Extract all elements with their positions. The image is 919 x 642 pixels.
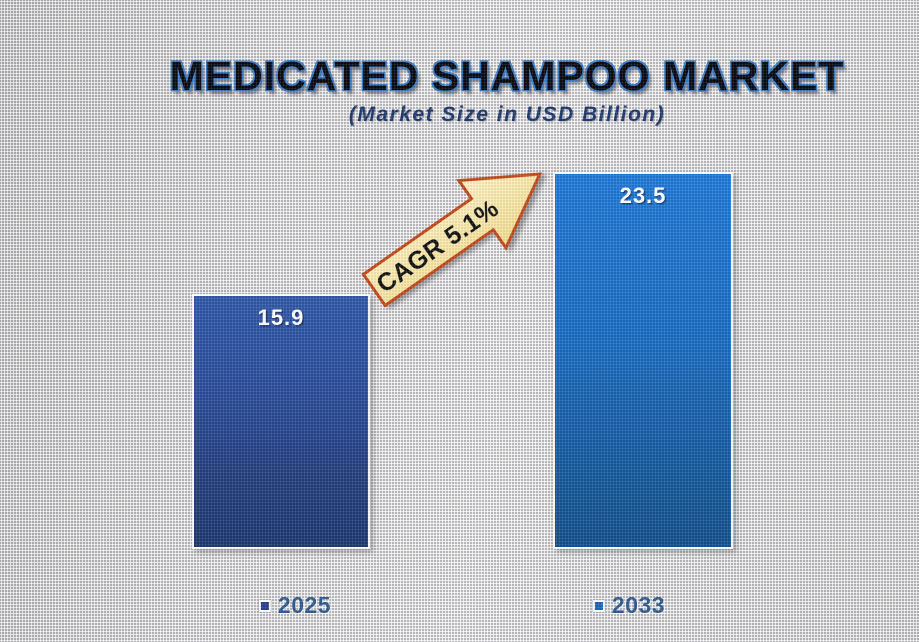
- legend-label-2025: 2025: [277, 592, 332, 618]
- page-subtitle: (Market Size in USD Billion): [348, 103, 666, 126]
- page-title: MEDICATED SHAMPOO MARKET: [169, 53, 845, 99]
- bar-rect-2025: 15.9: [192, 294, 370, 549]
- chart-header: MEDICATED SHAMPOO MARKET (Market Size in…: [95, 54, 919, 127]
- bar-value-label-2033: 23.5: [619, 183, 667, 208]
- cagr-arrow-svg: CAGR 5.1%: [361, 172, 543, 308]
- legend-item-2025: 2025: [258, 592, 332, 619]
- bar-value-label-2025: 15.9: [257, 305, 305, 330]
- cagr-arrow: CAGR 5.1%: [342, 131, 571, 333]
- up-right-arrow-icon: [361, 172, 543, 308]
- bar-rect-2033: 23.5: [553, 172, 733, 549]
- legend-label-2033: 2033: [611, 592, 666, 618]
- legend-marker-2025-icon: [258, 599, 271, 612]
- legend-marker-2033-icon: [592, 599, 605, 612]
- cagr-arrow-label: CAGR 5.1%: [372, 194, 504, 298]
- legend-item-2033: 2033: [592, 592, 666, 619]
